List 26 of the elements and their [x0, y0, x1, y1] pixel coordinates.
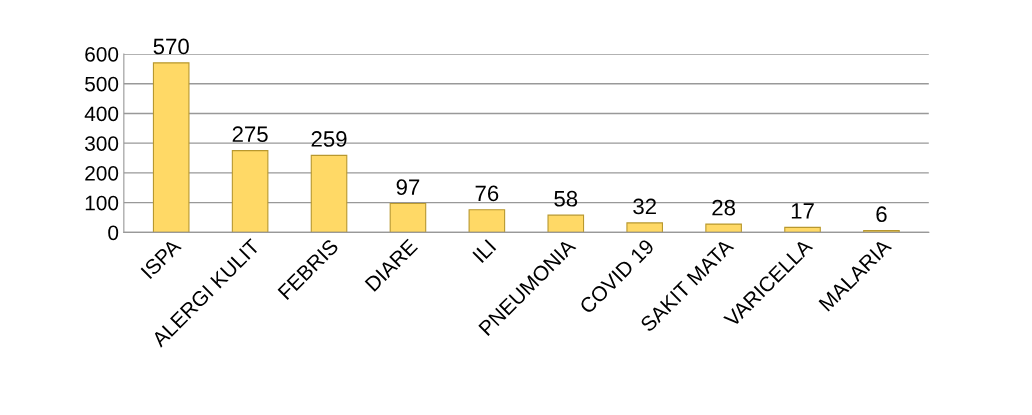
- data-label: 17: [791, 203, 814, 219]
- data-label: 6: [876, 206, 887, 223]
- data-label: 32: [633, 198, 656, 215]
- bar: [547, 214, 585, 233]
- bar: [705, 223, 742, 233]
- bar: [626, 222, 664, 233]
- y-tick-label: 500: [85, 76, 119, 92]
- bar: [231, 150, 269, 233]
- bar: [152, 62, 190, 233]
- y-tick-label: 200: [85, 165, 119, 181]
- bar: [310, 154, 348, 233]
- y-tick-label: 300: [85, 136, 119, 151]
- data-label: 570: [153, 38, 189, 55]
- data-label: 76: [475, 185, 499, 202]
- data-label: 58: [554, 190, 578, 207]
- data-label: 275: [232, 126, 268, 143]
- bar: [784, 226, 821, 233]
- y-tick-label: 100: [85, 195, 119, 211]
- bar: [468, 209, 506, 233]
- y-tick-label: 0: [108, 225, 119, 241]
- data-label: 28: [712, 199, 736, 216]
- y-tick-label: 400: [84, 106, 119, 122]
- data-label: 97: [396, 179, 420, 195]
- bar: [389, 202, 427, 233]
- y-tick-label: 600: [85, 46, 119, 62]
- data-label: 259: [311, 131, 347, 147]
